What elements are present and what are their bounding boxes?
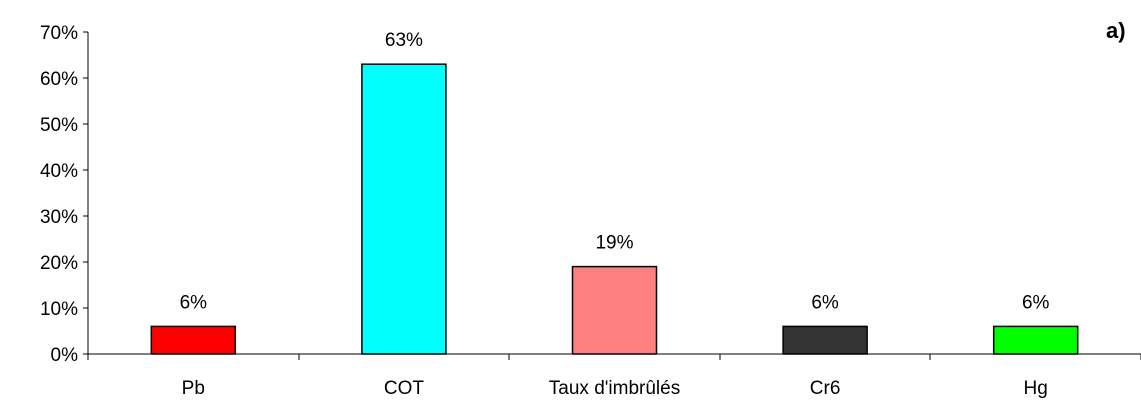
- bar-2: [571, 265, 658, 355]
- data-label: 19%: [595, 233, 633, 254]
- y-tick-label: 0%: [51, 345, 79, 366]
- y-tick-label: 10%: [40, 299, 78, 320]
- data-label: 63%: [385, 30, 423, 51]
- y-tick-label: 20%: [40, 253, 78, 274]
- y-tick-label: 40%: [40, 161, 78, 182]
- bar-0: [150, 325, 237, 355]
- data-label: 6%: [811, 292, 839, 313]
- y-tick-label: 30%: [40, 207, 78, 228]
- y-tick-label: 70%: [40, 23, 78, 44]
- data-label: 6%: [1022, 292, 1050, 313]
- x-tick-label: COT: [384, 378, 425, 399]
- x-tick-label: Hg: [1024, 378, 1048, 399]
- panel-label: a): [1106, 18, 1126, 43]
- bar-1: [361, 63, 447, 355]
- data-labels: 6% 63% 19% 6% 6%: [180, 30, 1050, 313]
- x-tick-label: Cr6: [810, 378, 841, 399]
- bars: [150, 63, 1079, 355]
- x-tick-label: Pb: [182, 378, 205, 399]
- x-axis: Pb COT Taux d'imbrûlés Cr6 Hg: [87, 353, 1141, 399]
- y-tick-label: 60%: [40, 69, 78, 90]
- data-label: 6%: [180, 292, 208, 313]
- y-tick-label: 50%: [40, 115, 78, 136]
- bar-3: [782, 325, 868, 355]
- y-axis: 0% 10% 20% 30% 40% 50% 60% 70%: [40, 23, 89, 366]
- bar-4: [992, 325, 1079, 355]
- x-tick-label: Taux d'imbrûlés: [549, 378, 680, 399]
